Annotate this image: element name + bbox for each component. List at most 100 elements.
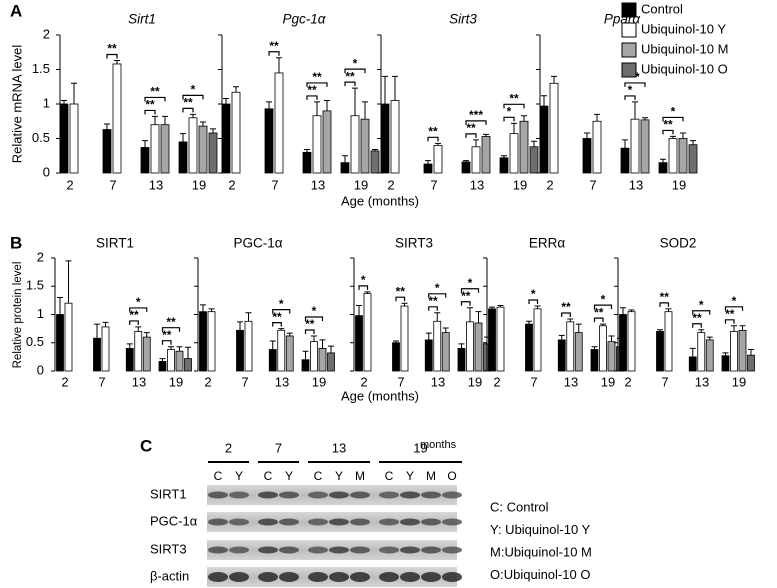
blot-band: [279, 518, 299, 526]
bar: [496, 306, 505, 372]
x-tick-label: 13: [275, 374, 289, 389]
significance-bracket: [106, 53, 118, 59]
month-label: 2: [225, 440, 232, 455]
significance-label: *: [468, 276, 473, 290]
bar: [582, 138, 592, 174]
error-bar: [473, 139, 479, 147]
error-bar: [584, 132, 590, 139]
x-tick-label: 19: [672, 177, 686, 192]
error-bar: [200, 304, 206, 312]
bar: [433, 320, 442, 372]
subplot-title: SOD2: [660, 236, 697, 251]
x-axis-label: Age (months): [341, 193, 419, 208]
error-bar: [531, 140, 537, 147]
bar: [340, 162, 350, 174]
bar: [178, 141, 188, 174]
error-bar: [442, 327, 449, 333]
significance-bracket: [358, 285, 369, 290]
x-tick-label: 2: [66, 177, 73, 192]
significance-label: *: [732, 294, 737, 308]
bar: [244, 320, 253, 372]
x-axis-label: Age (months): [341, 388, 419, 403]
significance-bracket: [624, 95, 636, 100]
significance-label: **: [561, 300, 571, 314]
error-bar: [551, 75, 557, 84]
bar: [64, 302, 73, 372]
bar: [424, 339, 433, 372]
bar: [56, 314, 64, 372]
bar: [705, 339, 714, 372]
error-bar: [425, 160, 431, 165]
bar: [175, 350, 184, 372]
significance-label: **: [166, 315, 176, 329]
bar: [102, 129, 112, 174]
significance-bracket: [428, 293, 447, 298]
bar: [184, 358, 192, 372]
blot-band: [379, 518, 399, 526]
significance-label: **: [145, 98, 155, 112]
error-bar: [142, 140, 148, 148]
significance-bracket: [724, 319, 735, 324]
significance-label: **: [312, 70, 322, 84]
blot-band: [258, 518, 278, 526]
bar: [199, 311, 207, 372]
blot-band: [279, 572, 299, 582]
significance-bracket: [503, 103, 525, 109]
lane-label: M: [355, 469, 365, 483]
y-tick-label: 1.5: [26, 278, 44, 293]
significance-bracket: [144, 109, 156, 115]
x-tick-label: 2: [228, 177, 235, 192]
bar: [93, 337, 101, 372]
y-axis-label: Relative mRNA level: [9, 45, 24, 164]
error-bar: [608, 335, 615, 342]
significance-bracket: [344, 68, 366, 74]
bar: [390, 100, 400, 174]
bar: [474, 322, 483, 372]
bar: [630, 118, 640, 174]
significance-label: **: [307, 83, 317, 97]
blot-band: [442, 546, 462, 554]
significance-bracket: [692, 323, 702, 328]
error-bar: [567, 318, 574, 322]
bar: [590, 349, 599, 372]
x-tick-label: 2: [61, 374, 68, 389]
significance-bracket: [503, 116, 515, 122]
error-bar: [314, 101, 320, 116]
blot-band: [350, 572, 370, 582]
lane-label: Y: [335, 469, 343, 483]
x-tick-label: 19: [601, 374, 615, 389]
significance-label: *: [601, 292, 606, 306]
lane-label: O: [447, 469, 456, 483]
bar: [101, 326, 110, 372]
significance-bracket: [129, 320, 139, 325]
x-tick-label: 19: [732, 374, 746, 389]
bar: [302, 151, 312, 174]
blot-band: [400, 572, 420, 582]
bar: [533, 308, 542, 372]
significance-label: **: [162, 328, 172, 342]
bar: [721, 355, 730, 372]
significance-bracket: [344, 81, 356, 87]
blot-band: [208, 572, 228, 582]
bar: [481, 136, 491, 174]
significance-label: **: [396, 284, 406, 298]
significance-label: **: [660, 290, 670, 304]
error-bar: [594, 113, 600, 122]
x-tick-label: 7: [241, 374, 248, 389]
significance-bracket: [624, 82, 646, 87]
subplot-title: PGC-1α: [233, 236, 282, 251]
bar: [519, 120, 529, 174]
error-bar: [706, 336, 713, 340]
error-bar: [392, 75, 398, 101]
bar: [592, 120, 602, 174]
bar: [392, 342, 400, 372]
bar: [322, 110, 332, 174]
key-label: O:Ubiquinol-10 O: [490, 567, 590, 582]
error-bar: [190, 113, 196, 118]
error-bar: [665, 308, 672, 312]
significance-label: **: [345, 69, 355, 83]
error-bar: [143, 332, 150, 338]
significance-label: **: [428, 294, 438, 308]
error-bar: [680, 132, 686, 139]
bar: [221, 103, 231, 174]
